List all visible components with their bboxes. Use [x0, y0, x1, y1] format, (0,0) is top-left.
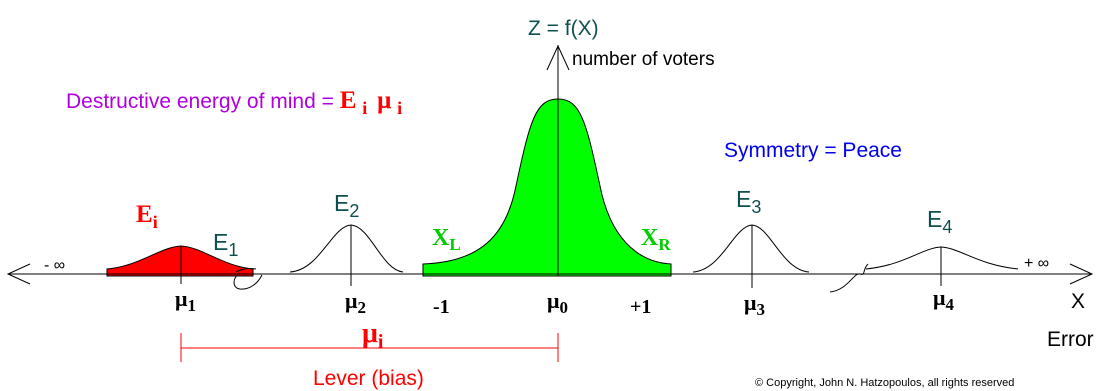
pos-infinity-label: + ∞ — [1024, 255, 1049, 272]
e3-letter: E — [736, 186, 751, 212]
distribution-curve-e3 — [692, 224, 810, 273]
neg-infinity-label: - ∞ — [44, 257, 65, 274]
distribution-curve-e2 — [289, 224, 404, 273]
label-e4: E4 — [927, 206, 952, 237]
axis-break-right — [829, 263, 869, 293]
tick-mu4: μ4 — [933, 285, 954, 314]
lever-mu-label: μi — [362, 318, 384, 353]
z-axis-sublabel: number of voters — [572, 49, 715, 70]
label-x-r: XR — [641, 225, 671, 254]
mu1-letter: μ — [175, 286, 188, 311]
axis-break-left — [233, 272, 263, 290]
x-r-letter: X — [641, 225, 659, 251]
tick-mu3: μ3 — [744, 290, 765, 319]
x-axis-label: X — [1071, 290, 1085, 313]
tick-plus-one: +1 — [630, 296, 651, 318]
tick-minus-one: -1 — [433, 296, 450, 318]
mu0-letter: μ — [547, 288, 560, 313]
e4-sub: 4 — [942, 217, 952, 237]
distribution-curve-e1 — [235, 267, 257, 273]
label-e3: E3 — [736, 186, 761, 217]
mu4-sub: 4 — [945, 295, 954, 314]
x-axis-right-arrow — [1069, 263, 1094, 285]
headline-prefix: Destructive energy of mind = — [66, 90, 340, 113]
label-e-i: Ei — [136, 201, 158, 232]
headline-energy-letter: E — [340, 87, 357, 114]
e4-letter: E — [927, 206, 942, 232]
e-i-sub: i — [153, 212, 158, 232]
e2-letter: E — [334, 190, 349, 216]
e3-sub: 3 — [751, 197, 761, 217]
tick-mu0: μ0 — [547, 288, 568, 317]
x-l-sub: L — [449, 235, 460, 254]
copyright-notice: © Copyright, John N. Hatzopoulos, all ri… — [755, 377, 1014, 389]
x-r-sub: R — [658, 235, 671, 254]
e-i-letter: E — [136, 201, 153, 228]
z-axis-arrow — [546, 44, 570, 71]
mu3-sub: 3 — [756, 300, 765, 319]
label-e2: E2 — [334, 190, 359, 221]
headline-energy-sub: i — [362, 98, 367, 118]
tick-mu1: μ1 — [175, 286, 196, 315]
mu2-letter: μ — [345, 288, 358, 313]
headline-mu-letter: μ — [377, 87, 391, 114]
mu2-sub: 2 — [357, 298, 366, 317]
mu1-sub: 1 — [187, 296, 196, 315]
e2-sub: 2 — [349, 201, 359, 221]
mu3-letter: μ — [744, 290, 757, 315]
mu4-letter: μ — [933, 285, 946, 310]
x-l-letter: X — [432, 225, 450, 251]
z-axis-label: Z = f(X) — [528, 17, 599, 40]
lever-mu-letter: μ — [362, 318, 378, 349]
destructive-energy-headline: Destructive energy of mind = E i μ i — [66, 87, 402, 119]
label-x-l: XL — [432, 225, 461, 254]
x-axis-sublabel: Error — [1047, 328, 1094, 351]
label-e1: E1 — [213, 229, 238, 260]
lever-caption: Lever (bias) — [313, 367, 424, 390]
mu0-sub: 0 — [559, 298, 568, 317]
x-axis-left-arrow — [6, 263, 31, 285]
e1-letter: E — [213, 229, 228, 255]
headline-mu-sub: i — [397, 98, 402, 118]
e1-sub: 1 — [228, 240, 238, 260]
symmetry-note: Symmetry = Peace — [724, 139, 902, 162]
tick-mu2: μ2 — [345, 288, 366, 317]
lever-mu-sub: i — [378, 331, 384, 353]
distribution-curve-e4 — [865, 246, 1019, 270]
